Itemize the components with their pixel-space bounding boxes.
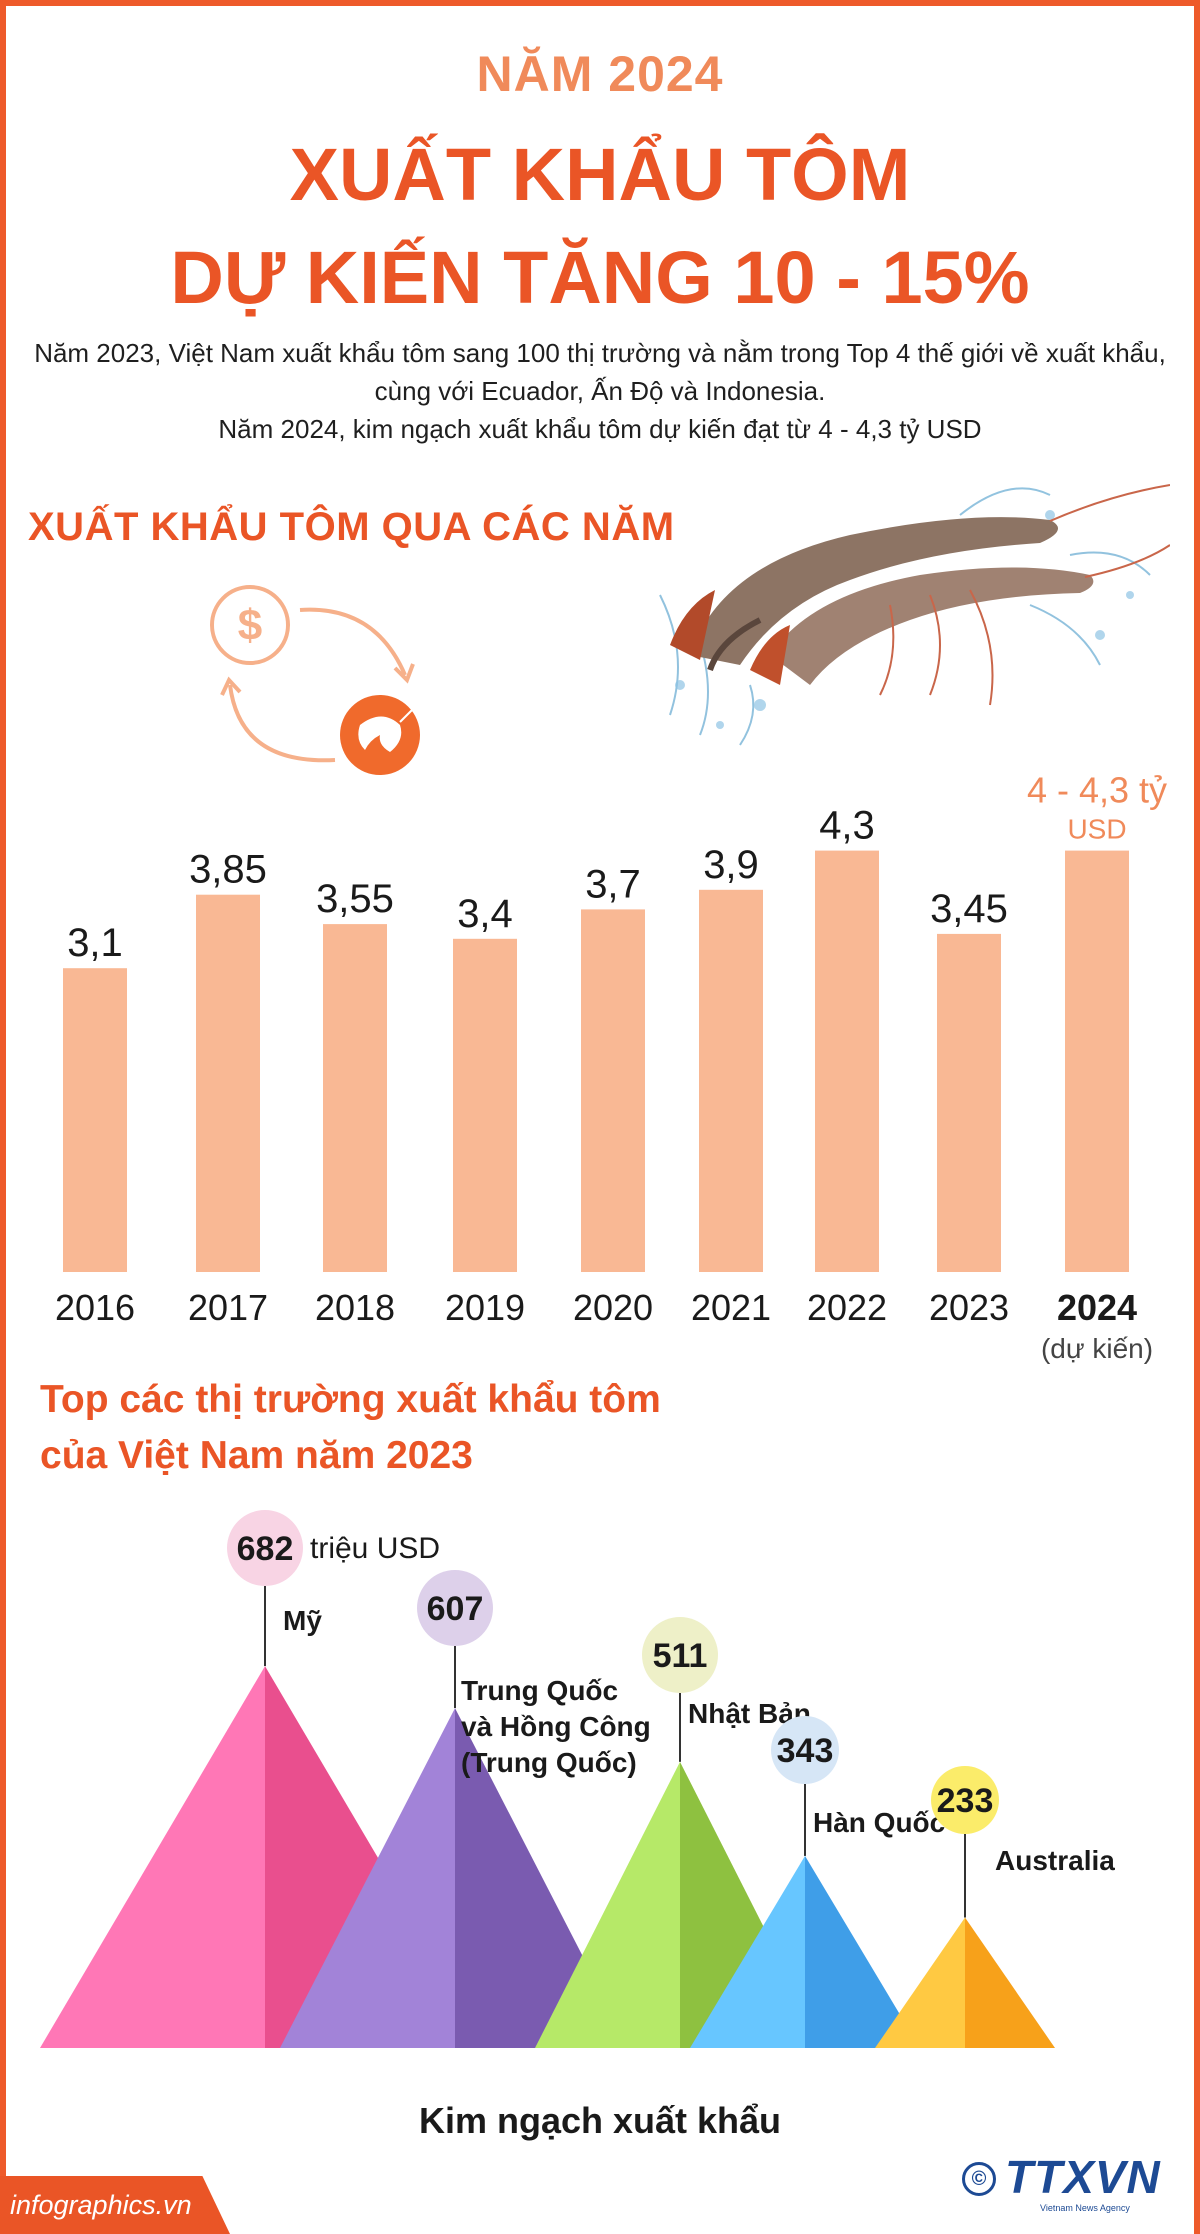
bar-value-label-2024: 4 - 4,3 tỷ (1027, 770, 1167, 811)
bar-value-label-2016: 3,1 (67, 921, 123, 965)
value-label-0: 682 (237, 1530, 294, 1568)
footer-band (0, 2176, 230, 2234)
intro-paragraph-2: Năm 2024, kim ngạch xuất khẩu tôm dự kiế… (218, 414, 982, 444)
cycle-arrows-icon: $ (210, 585, 420, 775)
mountain-4 (875, 1917, 1055, 2048)
export-bar-chart: 3,1 2016 3,85 2017 3,55 2018 3,4 2019 3,7 2020 3,9… (55, 770, 1167, 1364)
header-year: NĂM 2024 (476, 46, 724, 102)
bar-value-label-2019: 3,4 (457, 892, 513, 936)
x-tick-label-2017: 2017 (188, 1287, 268, 1328)
x-tick-label-2021: 2021 (691, 1287, 771, 1328)
bar-2024 (1065, 850, 1129, 1272)
markets-mountain-chart: 682 Mỹ 607 Trung Quốc và Hồng Công (Trung Quố… (40, 1510, 1115, 2048)
kim-ngach-label: Kim ngạch xuất khẩu (418, 2100, 782, 2141)
market-name-3: Hàn Quốc (813, 1807, 945, 1838)
bar-2022 (815, 850, 879, 1272)
bar-value-label-2018: 3,55 (316, 877, 394, 921)
bar-value-label-2020: 3,7 (585, 862, 641, 906)
page-title-line1: XUẤT KHẨU TÔM (289, 133, 911, 216)
intro-paragraph-1: Năm 2023, Việt Nam xuất khẩu tôm sang 10… (34, 338, 1166, 406)
agency-logo: TTXVN (1005, 2151, 1161, 2203)
mountain-left-face (280, 1708, 455, 2048)
value-bubble (417, 1570, 493, 1646)
bar-2023 (937, 933, 1001, 1272)
value-bubble (227, 1510, 303, 1586)
mountain-left-face (535, 1761, 680, 2048)
bar-value-label-2023: 3,45 (930, 887, 1008, 931)
x-tick-label-2022: 2022 (807, 1287, 887, 1328)
mountain-left-face (40, 1666, 265, 2048)
x-tick-label-2019: 2019 (445, 1287, 525, 1328)
value-label-4: 233 (937, 1782, 994, 1820)
value-bubble (931, 1766, 999, 1834)
shrimp-icon (340, 695, 420, 775)
footer-site[interactable]: infographics.vn (10, 2190, 192, 2220)
mountain-2 (535, 1761, 825, 2048)
bar-2021 (699, 889, 763, 1272)
dollar-coin-icon: $ (210, 585, 290, 665)
unit-label: triệu USD (310, 1532, 440, 1565)
bar-value-label-2017: 3,85 (189, 848, 267, 892)
market-name-4: Australia (995, 1845, 1115, 1876)
bar-value-unit-2024: USD (1067, 814, 1126, 845)
bar-2018 (323, 924, 387, 1272)
value-bubble (642, 1617, 718, 1693)
mountain-left-face (875, 1917, 965, 2048)
value-bubble (771, 1716, 839, 1784)
market-name-1: Trung Quốc và Hồng Công (Trung Quốc) (461, 1675, 651, 1778)
section-markets-title-line2: của Việt Nam năm 2023 (40, 1434, 473, 1477)
agency-subtitle: Vietnam News Agency (1040, 2203, 1130, 2213)
x-tick-label-2016: 2016 (55, 1287, 135, 1328)
mountain-right-face (680, 1761, 825, 2048)
bar-2019 (453, 938, 517, 1272)
market-name-0: Mỹ (283, 1605, 322, 1636)
copyright-icon: © (962, 2162, 996, 2196)
svg-text:$: $ (238, 601, 262, 650)
x-tick-label-2023: 2023 (929, 1287, 1009, 1328)
value-label-1: 607 (427, 1590, 484, 1628)
x-tick-label-2020: 2020 (573, 1287, 653, 1328)
bar-value-label-2021: 3,9 (703, 843, 759, 887)
bar-2016 (63, 968, 127, 1272)
value-label-2: 511 (653, 1637, 708, 1675)
x-tick-note-2024: (dự kiến) (1041, 1333, 1153, 1364)
page-title-line2: DỰ KIẾN TĂNG 10 - 15% (170, 236, 1030, 319)
mountain-right-face (965, 1917, 1055, 2048)
bar-value-label-2022: 4,3 (819, 804, 875, 848)
x-tick-label-2018: 2018 (315, 1287, 395, 1328)
value-label-3: 343 (777, 1732, 834, 1770)
x-tick-label-2024: 2024 (1057, 1287, 1137, 1328)
section-exports-title: XUẤT KHẨU TÔM QUA CÁC NĂM (28, 505, 675, 549)
bar-2020 (581, 909, 645, 1272)
section-markets-title-line1: Top các thị trường xuất khẩu tôm (40, 1378, 661, 1421)
shrimp-illustration (659, 484, 1170, 746)
bar-2017 (196, 894, 260, 1272)
